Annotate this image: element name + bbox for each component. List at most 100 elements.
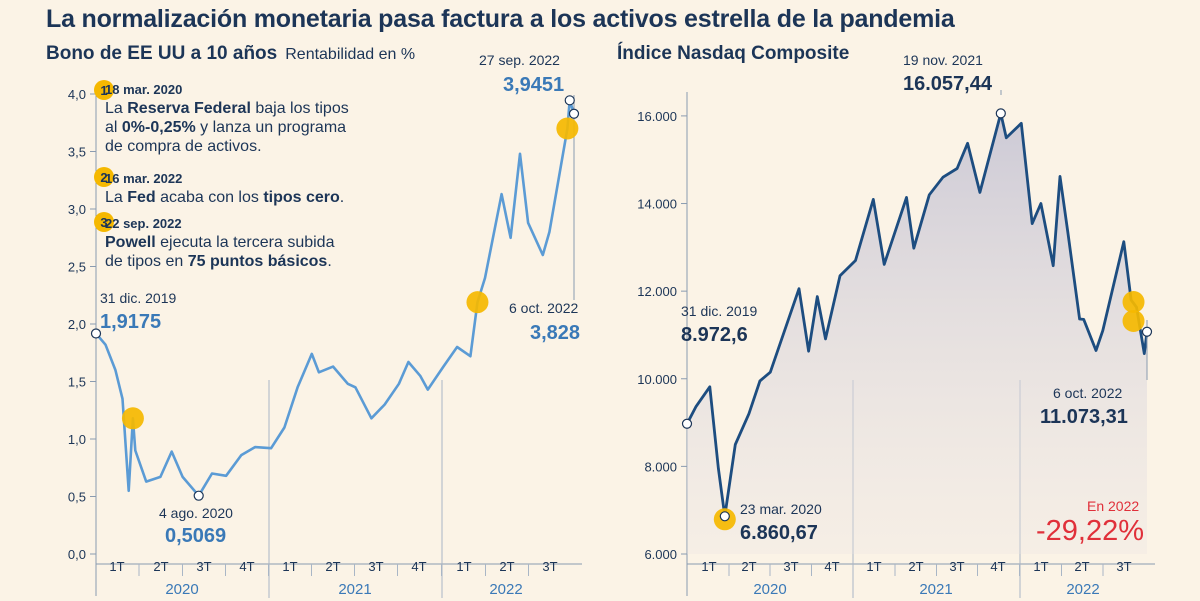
ytd-value: -29,22%: [1036, 515, 1144, 547]
ytd-label: En 2022: [1087, 498, 1139, 514]
nasdaq-series-line: [685, 112, 1149, 518]
bond-powell-hike-marker: [556, 117, 579, 140]
note-2-text-c: .: [339, 189, 345, 206]
nasdaq-end-date: 6 oct. 2022: [1053, 385, 1122, 401]
chart-title: La normalización monetaria pasa factura …: [46, 5, 955, 33]
bond-start-point: [90, 328, 102, 339]
bond-min-point: [193, 490, 204, 501]
note-2-text-b: acaba con los: [155, 189, 264, 206]
note-1-bold-a: Reserva Federal: [127, 100, 251, 117]
nasdaq-quarter-label: 4T: [824, 559, 839, 574]
bond-quarter-label: 2T: [325, 559, 340, 574]
bond-end-point: [568, 108, 580, 119]
bond-y-tick-label: 0,5: [68, 490, 86, 505]
nasdaq-start-value: 8.972,6: [681, 324, 748, 346]
bond-peak-date: 27 sep. 2022: [479, 52, 560, 68]
nasdaq-quarter-label: 2T: [741, 559, 756, 574]
note-2-badge: [94, 167, 114, 187]
note-1-text-a: La: [105, 100, 128, 117]
note-2-text-a: La: [105, 189, 128, 206]
bond-fed-zero-end-marker: [466, 291, 489, 314]
nasdaq-fed-zero-end-marker: [1122, 291, 1145, 313]
nasdaq-quarter-label: 2T: [1074, 559, 1089, 574]
nasdaq-year-label: 2021: [919, 581, 952, 598]
bond-y-tick-label: 2,5: [68, 260, 86, 275]
nasdaq-y-tick-label: 8.000: [644, 459, 677, 474]
bond-quarter-label: 4T: [239, 559, 254, 574]
bond-fed-cut-marker: [121, 407, 144, 430]
bond-y-tick-label: 1,5: [68, 375, 86, 390]
note-3-text-a: ejecuta la tercera subida: [155, 234, 335, 251]
nasdaq-min-date: 23 mar. 2020: [740, 501, 822, 517]
markers-group: 1 2 3: [90, 80, 1153, 531]
bond-quarter-label: 3T: [542, 559, 557, 574]
nasdaq-year-label: 2020: [753, 581, 786, 598]
bond-start-date: 31 dic. 2019: [100, 290, 176, 306]
nasdaq-area-group: [687, 113, 1147, 555]
bond-year-label: 2020: [165, 581, 198, 598]
bond-y-tick-label: 0,0: [68, 547, 86, 562]
nasdaq-quarter-label: 2T: [908, 559, 923, 574]
bond-min-date: 4 ago. 2020: [159, 505, 233, 521]
nasdaq-end-value: 11.073,31: [1040, 406, 1128, 428]
note-1: 18 mar. 2020 La Reserva Federal baja los…: [105, 80, 349, 156]
left-chart-subtitle: Bono de EE UU a 10 años Rentabilidad en %: [46, 43, 415, 65]
nasdaq-y-tick-label: 12.000: [637, 284, 677, 299]
note-3-date: 22 sep. 2022: [105, 216, 182, 231]
nasdaq-quarter-label: 3T: [1116, 559, 1131, 574]
nasdaq-quarter-label: 1T: [1033, 559, 1048, 574]
bond-min-value: 0,5069: [165, 525, 226, 547]
bond-y-tick-label: 1,0: [68, 432, 86, 447]
nasdaq-powell-hike-marker: [1122, 310, 1145, 332]
bond-quarter-label: 1T: [109, 559, 124, 574]
bond-quarter-label: 1T: [456, 559, 471, 574]
note-1-text-b: baja los tipos: [250, 100, 349, 117]
nasdaq-y-tick-label: 14.000: [637, 197, 677, 212]
nasdaq-y-tick-label: 10.000: [637, 372, 677, 387]
bond-quarter-label: 2T: [499, 559, 514, 574]
bond-quarter-label: 3T: [368, 559, 383, 574]
nasdaq-min-value: 6.860,67: [740, 522, 818, 544]
note-1-date: 18 mar. 2020: [105, 82, 183, 97]
nasdaq-peak-date: 19 nov. 2021: [903, 52, 983, 68]
bond-end-value: 3,828: [530, 322, 580, 344]
bond-y-tick-label: 2,0: [68, 317, 86, 332]
nasdaq-quarter-label: 1T: [866, 559, 881, 574]
bond-y-tick-label: 3,5: [68, 145, 86, 160]
left-unit-label: Rentabilidad en %: [285, 46, 416, 63]
note-1-badge-number: 1: [100, 83, 107, 98]
note-3-text-b: de tipos en: [105, 253, 188, 270]
bond-end-date: 6 oct. 2022: [509, 300, 578, 316]
bond-peak-value: 3,9451: [503, 74, 564, 96]
note-3: 22 sep. 2022 Powell ejecuta la tercera s…: [105, 214, 334, 271]
nasdaq-start-point: [681, 418, 693, 429]
bond-start-value: 1,9175: [100, 311, 161, 333]
note-2-bold-a: Fed: [127, 189, 156, 206]
nasdaq-year-label: 2022: [1066, 581, 1099, 598]
note-3-bold-a: Powell: [105, 234, 156, 251]
note-2-date: 16 mar. 2022: [105, 171, 183, 186]
nasdaq-min-point: [719, 511, 730, 522]
bond-series-line: [95, 99, 576, 497]
note-1-bold-b: 0%-0,25%: [121, 119, 196, 136]
bond-year-label: 2022: [489, 581, 522, 598]
bond-year-label: 2021: [338, 581, 371, 598]
note-2: 16 mar. 2022 La Fed acaba con los tipos …: [105, 169, 344, 207]
bond-y-tick-label: 4,0: [68, 87, 86, 102]
nasdaq-y-tick-label: 6.000: [644, 547, 677, 562]
left-subtitle-text: Bono de EE UU a 10 años: [46, 43, 278, 64]
bond-quarter-label: 1T: [282, 559, 297, 574]
nasdaq-start-date: 31 dic. 2019: [681, 303, 757, 319]
note-2-badge-number: 2: [100, 170, 107, 185]
nasdaq-quarter-label: 3T: [949, 559, 964, 574]
nasdaq-quarter-label: 4T: [990, 559, 1005, 574]
note-3-text-c: .: [327, 253, 332, 270]
bond-quarter-label: 2T: [153, 559, 168, 574]
nasdaq-quarter-label: 1T: [701, 559, 716, 574]
right-chart-subtitle: Índice Nasdaq Composite: [617, 43, 850, 64]
note-3-bold-b: 75 puntos básicos: [187, 253, 328, 270]
note-3-badge-number: 3: [100, 215, 107, 230]
note-1-text-e: de compra de activos.: [105, 138, 262, 155]
note-1-text-d: y lanza un programa: [195, 119, 347, 136]
